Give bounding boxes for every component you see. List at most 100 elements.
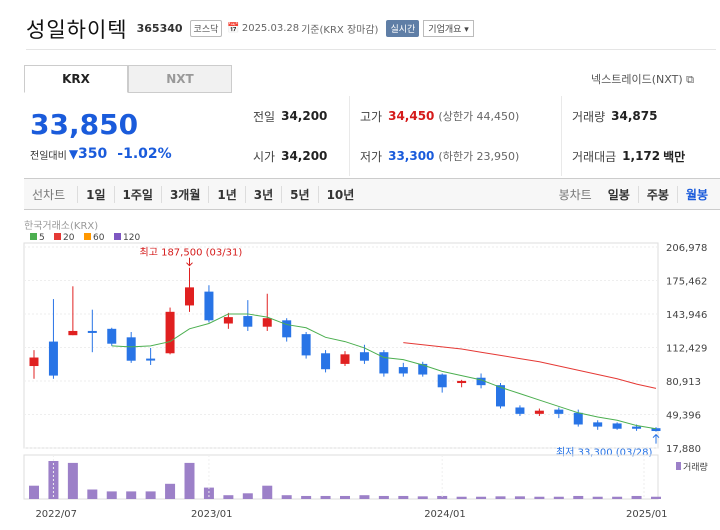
- volume-bar: [145, 491, 156, 499]
- stock-chart[interactable]: 206,978 175,462 143,946 112,429 80,913 49,396…: [0, 215, 720, 530]
- candle-options: 봉차트 일봉 주봉 월봉: [551, 185, 716, 203]
- period-10y[interactable]: 10년: [317, 185, 363, 203]
- candle-weekly[interactable]: 주봉: [637, 185, 677, 203]
- market-badge: 코스닥: [189, 20, 223, 37]
- volume-bar: [359, 495, 370, 499]
- exchange-tabs: KRX NXT: [24, 65, 232, 93]
- y-tick-label: 143,946: [666, 310, 707, 321]
- stat-volume: 거래량 34,875: [561, 96, 716, 136]
- quote-basis: 기준(KRX 장마감): [301, 25, 379, 36]
- volume-bar: [203, 487, 214, 499]
- upper-limit: (상한가 44,450): [438, 110, 520, 123]
- y-tick-label: 206,978: [666, 243, 707, 254]
- stat-value: 33,300: [388, 149, 435, 163]
- stat-label: 거래량: [572, 109, 606, 124]
- tab-krx[interactable]: KRX: [24, 65, 128, 93]
- period-bar: 선차트 1일 1주일 3개월 1년 3년 5년 10년 봉차트 일봉 주봉 월봉: [24, 178, 720, 210]
- quote-date: 2025.03.28: [241, 23, 300, 34]
- period-5y[interactable]: 5년: [281, 185, 317, 203]
- volume-bar: [631, 495, 642, 499]
- volume-bar: [534, 496, 545, 499]
- volume-bar: [242, 493, 253, 499]
- legend-label: 120: [123, 233, 140, 243]
- period-3y[interactable]: 3년: [244, 185, 281, 203]
- plot-frame: [23, 242, 659, 449]
- down-triangle-icon: ▼: [68, 147, 79, 161]
- stat-value: 34,875: [611, 109, 658, 123]
- candle-body: [126, 337, 136, 361]
- candle-body: [282, 320, 292, 338]
- company-info-label: 기업개요: [428, 25, 462, 35]
- change-value: 350: [78, 146, 108, 162]
- candle-body: [243, 316, 253, 327]
- candle-body: [534, 410, 544, 414]
- stat-prev-close: 전일 34,200: [241, 96, 349, 136]
- volume-bar: [87, 489, 98, 499]
- candle-body: [457, 380, 467, 384]
- stat-label: 고가: [360, 109, 383, 124]
- company-name: 성일하이텍: [26, 17, 128, 42]
- y-tick-label: 80,913: [666, 377, 701, 388]
- volume-frame: [23, 454, 659, 500]
- legend-swatch: [114, 233, 121, 240]
- company-info-button[interactable]: 기업개요 ▾: [423, 20, 474, 37]
- x-tick-label: 2025/01: [626, 509, 668, 520]
- volume-legend-swatch: [676, 462, 681, 470]
- candle-daily[interactable]: 일봉: [607, 187, 630, 202]
- volume-bar: [184, 462, 195, 499]
- stat-value: 1,172: [622, 149, 661, 163]
- stat-label: 거래대금: [572, 149, 617, 164]
- candle-body: [612, 423, 622, 429]
- candle-body: [68, 330, 78, 336]
- volume-bar: [417, 496, 428, 499]
- stat-value: 34,200: [281, 109, 328, 123]
- volume-bar: [592, 496, 603, 499]
- realtime-button[interactable]: 실시간: [386, 20, 420, 37]
- volume-bar: [106, 491, 117, 499]
- current-price: 33,850: [30, 108, 139, 141]
- volume-bar: [514, 496, 525, 499]
- volume-bar: [651, 496, 661, 499]
- candle-body: [554, 409, 564, 414]
- candle-body: [165, 311, 175, 354]
- candle-body: [379, 352, 389, 374]
- volume-bar: [223, 495, 234, 499]
- max-price-label: 최고 187,500 (03/31): [140, 247, 243, 259]
- x-tick-label: 2024/01: [424, 509, 466, 520]
- legend-swatch: [54, 233, 61, 240]
- candle-body: [651, 428, 661, 432]
- period-1w[interactable]: 1주일: [113, 185, 161, 203]
- candle-body: [301, 334, 311, 356]
- stat-label: 시가: [253, 149, 276, 164]
- period-3m[interactable]: 3개월: [160, 185, 208, 203]
- candle-body: [204, 291, 214, 321]
- volume-bar: [612, 496, 623, 499]
- volume-bar: [165, 483, 176, 499]
- tab-nxt[interactable]: NXT: [128, 65, 232, 93]
- volume-bar: [301, 495, 312, 499]
- nxt-link[interactable]: 넥스트레이드(NXT) ⧉: [591, 71, 694, 87]
- volume-bar: [281, 495, 292, 499]
- stat-label: 전일: [253, 109, 276, 124]
- lower-limit: (하한가 23,950): [438, 150, 520, 163]
- candle-body: [262, 318, 272, 327]
- stock-header: 성일하이텍 365340 코스닥 📅 2025.03.28 기준(KRX 장마감…: [26, 16, 716, 50]
- stat-low: 저가 33,300 (하한가 23,950): [349, 136, 561, 176]
- x-tick-label: 2022/07: [35, 509, 77, 520]
- period-1d[interactable]: 1일: [77, 185, 113, 203]
- volume-bar: [437, 495, 448, 499]
- period-1y[interactable]: 1년: [208, 185, 244, 203]
- legend-label: 60: [93, 233, 105, 243]
- volume-bar: [573, 495, 584, 499]
- stat-amount: 거래대금 1,172 백만: [561, 136, 716, 176]
- candle-monthly[interactable]: 월봉: [676, 185, 716, 203]
- nxt-link-label: 넥스트레이드(NXT): [591, 73, 683, 86]
- candle-body: [632, 426, 642, 429]
- stat-value: 34,200: [281, 149, 328, 163]
- change-percent: -1.02%: [117, 146, 172, 162]
- volume-bar: [553, 496, 564, 499]
- change-label: 전일대비: [30, 150, 67, 162]
- stat-label: 저가: [360, 149, 383, 164]
- y-tick-label: 112,429: [666, 344, 707, 355]
- legend-swatch: [30, 233, 37, 240]
